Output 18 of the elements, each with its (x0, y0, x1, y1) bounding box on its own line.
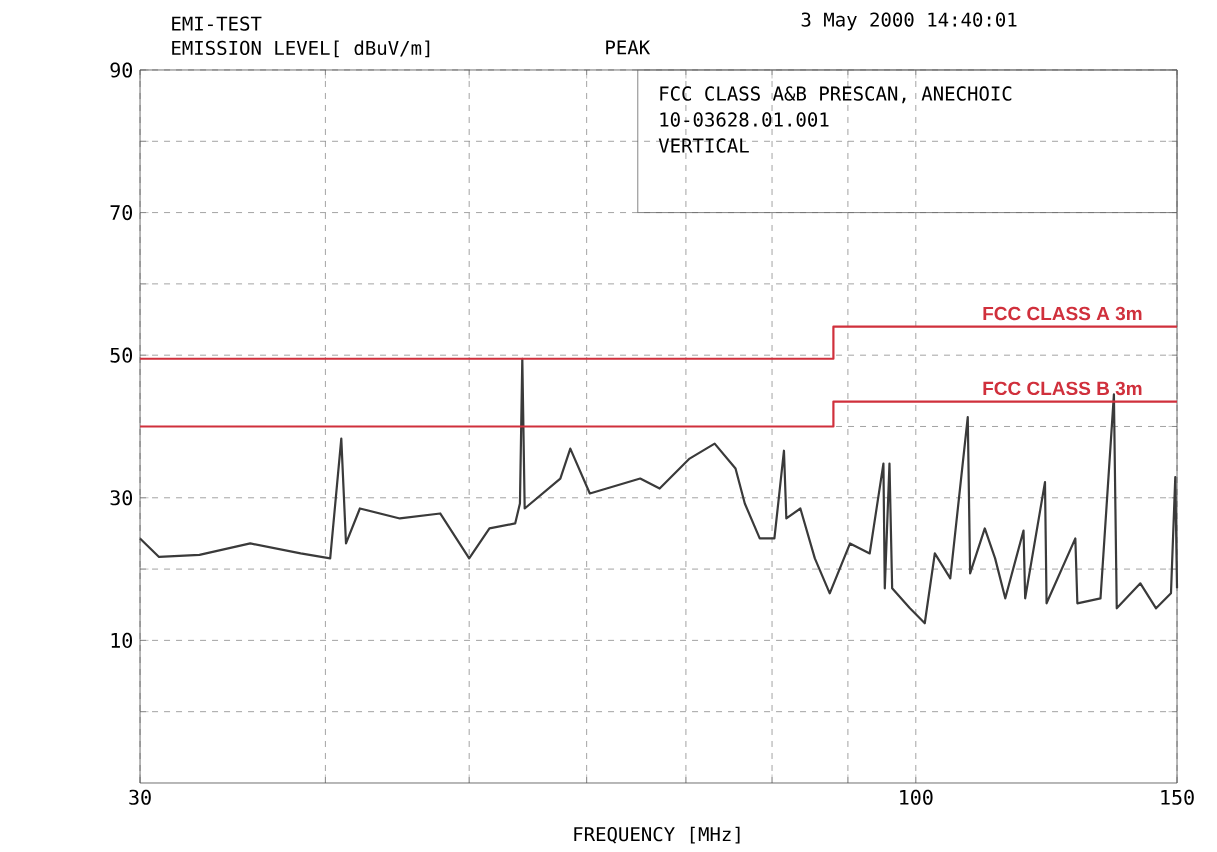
chart-title: EMI-TEST (172, 16, 262, 31)
text: 3 May 2000 14:40:01 (801, 12, 1017, 31)
y-tick-label: 70 (110, 204, 133, 221)
y-axis-title: EMISSION LEVEL[ dBuV/m] (172, 40, 430, 58)
annotation: VERTICAL (658, 138, 749, 153)
chart-subtitle: PEAK (606, 40, 651, 55)
series-label: FCC CLASS B 3m (983, 381, 1142, 396)
x-tick-label: 100 (900, 789, 933, 805)
y-tick-label: 30 (110, 490, 133, 506)
x-tick-label: 30 (129, 789, 151, 805)
series-label: FCC CLASS A 3m (983, 306, 1142, 321)
y-tick-label: 90 (110, 62, 133, 78)
x-tick-label: 150 (1161, 789, 1194, 805)
y-tick-label: 50 (110, 347, 133, 363)
annotation: FCC CLASS A&B PRESCAN, ANECHOIC (660, 86, 1012, 104)
annotation: 10-03628.01.001 (660, 112, 829, 127)
y-tick-label: 10 (111, 632, 133, 648)
x-axis-title: FREQUENCY [MHz] (574, 826, 740, 844)
